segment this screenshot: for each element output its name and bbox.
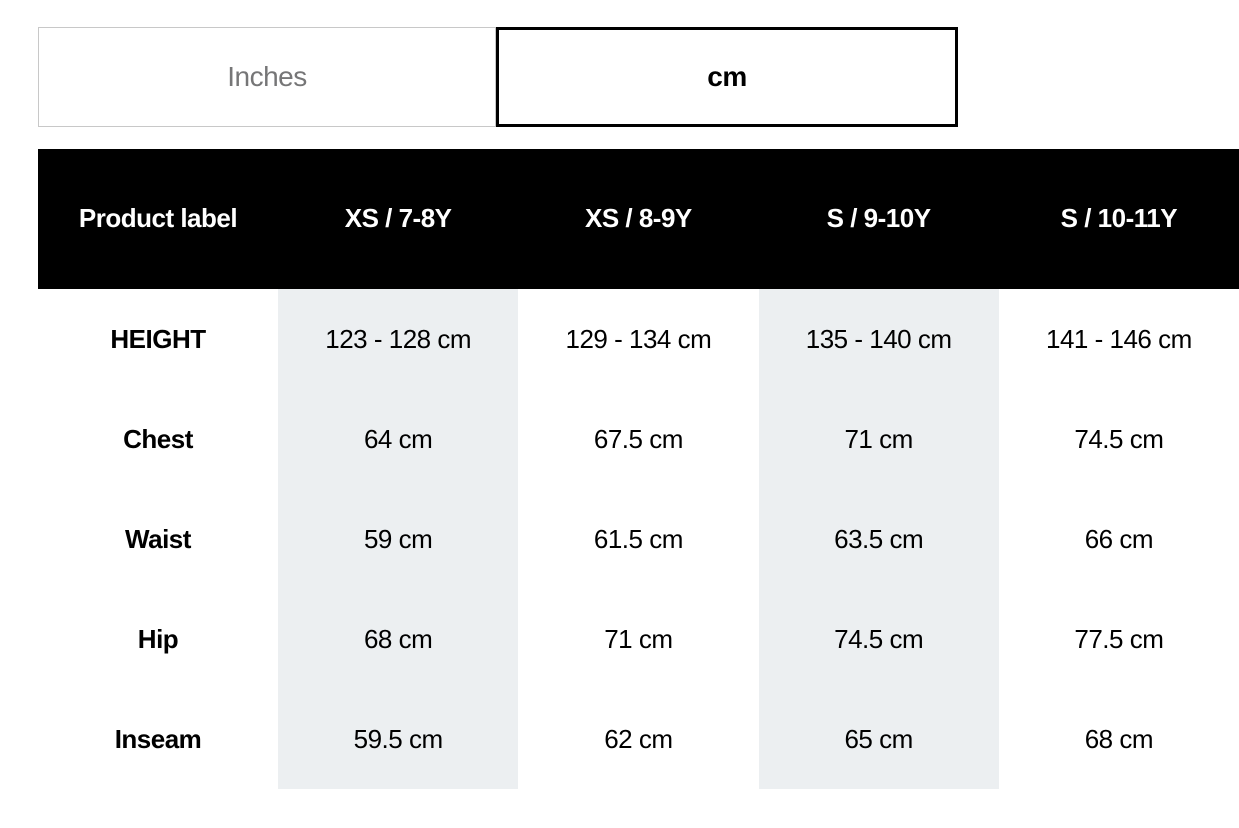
table-row: HEIGHT 123 - 128 cm 129 - 134 cm 135 - 1…: [38, 289, 1239, 389]
cell-value: 77.5 cm: [999, 589, 1239, 689]
cell-value: 59.5 cm: [278, 689, 518, 789]
col-header-xs-8-9: XS / 8-9Y: [518, 149, 758, 289]
cell-value: 59 cm: [278, 489, 518, 589]
cell-value: 63.5 cm: [759, 489, 999, 589]
table-row: Chest 64 cm 67.5 cm 71 cm 74.5 cm: [38, 389, 1239, 489]
cell-value: 74.5 cm: [999, 389, 1239, 489]
cell-value: 74.5 cm: [759, 589, 999, 689]
col-header-s-10-11: S / 10-11Y: [999, 149, 1239, 289]
size-chart-table: Product label XS / 7-8Y XS / 8-9Y S / 9-…: [38, 149, 1239, 789]
unit-tab-inches[interactable]: Inches: [38, 27, 496, 127]
table-row: Hip 68 cm 71 cm 74.5 cm 77.5 cm: [38, 589, 1239, 689]
cell-value: 68 cm: [278, 589, 518, 689]
cell-value: 123 - 128 cm: [278, 289, 518, 389]
table-row: Inseam 59.5 cm 62 cm 65 cm 68 cm: [38, 689, 1239, 789]
table-row: Waist 59 cm 61.5 cm 63.5 cm 66 cm: [38, 489, 1239, 589]
cell-value: 67.5 cm: [518, 389, 758, 489]
cell-value: 61.5 cm: [518, 489, 758, 589]
cell-value: 71 cm: [759, 389, 999, 489]
unit-tabs: Inches cm: [38, 27, 958, 127]
cell-value: 65 cm: [759, 689, 999, 789]
cell-value: 141 - 146 cm: [999, 289, 1239, 389]
row-label-hip: Hip: [38, 589, 278, 689]
row-label-height: HEIGHT: [38, 289, 278, 389]
row-label-inseam: Inseam: [38, 689, 278, 789]
col-header-product-label: Product label: [38, 149, 278, 289]
size-chart-body: HEIGHT 123 - 128 cm 129 - 134 cm 135 - 1…: [38, 289, 1239, 789]
cell-value: 71 cm: [518, 589, 758, 689]
size-chart-header: Product label XS / 7-8Y XS / 8-9Y S / 9-…: [38, 149, 1239, 289]
row-label-waist: Waist: [38, 489, 278, 589]
row-label-chest: Chest: [38, 389, 278, 489]
cell-value: 66 cm: [999, 489, 1239, 589]
unit-tab-cm[interactable]: cm: [496, 27, 958, 127]
col-header-s-9-10: S / 9-10Y: [759, 149, 999, 289]
cell-value: 68 cm: [999, 689, 1239, 789]
cell-value: 135 - 140 cm: [759, 289, 999, 389]
cell-value: 64 cm: [278, 389, 518, 489]
col-header-xs-7-8: XS / 7-8Y: [278, 149, 518, 289]
cell-value: 62 cm: [518, 689, 758, 789]
size-guide: Inches cm Product label XS / 7-8Y XS / 8…: [0, 0, 1239, 789]
cell-value: 129 - 134 cm: [518, 289, 758, 389]
